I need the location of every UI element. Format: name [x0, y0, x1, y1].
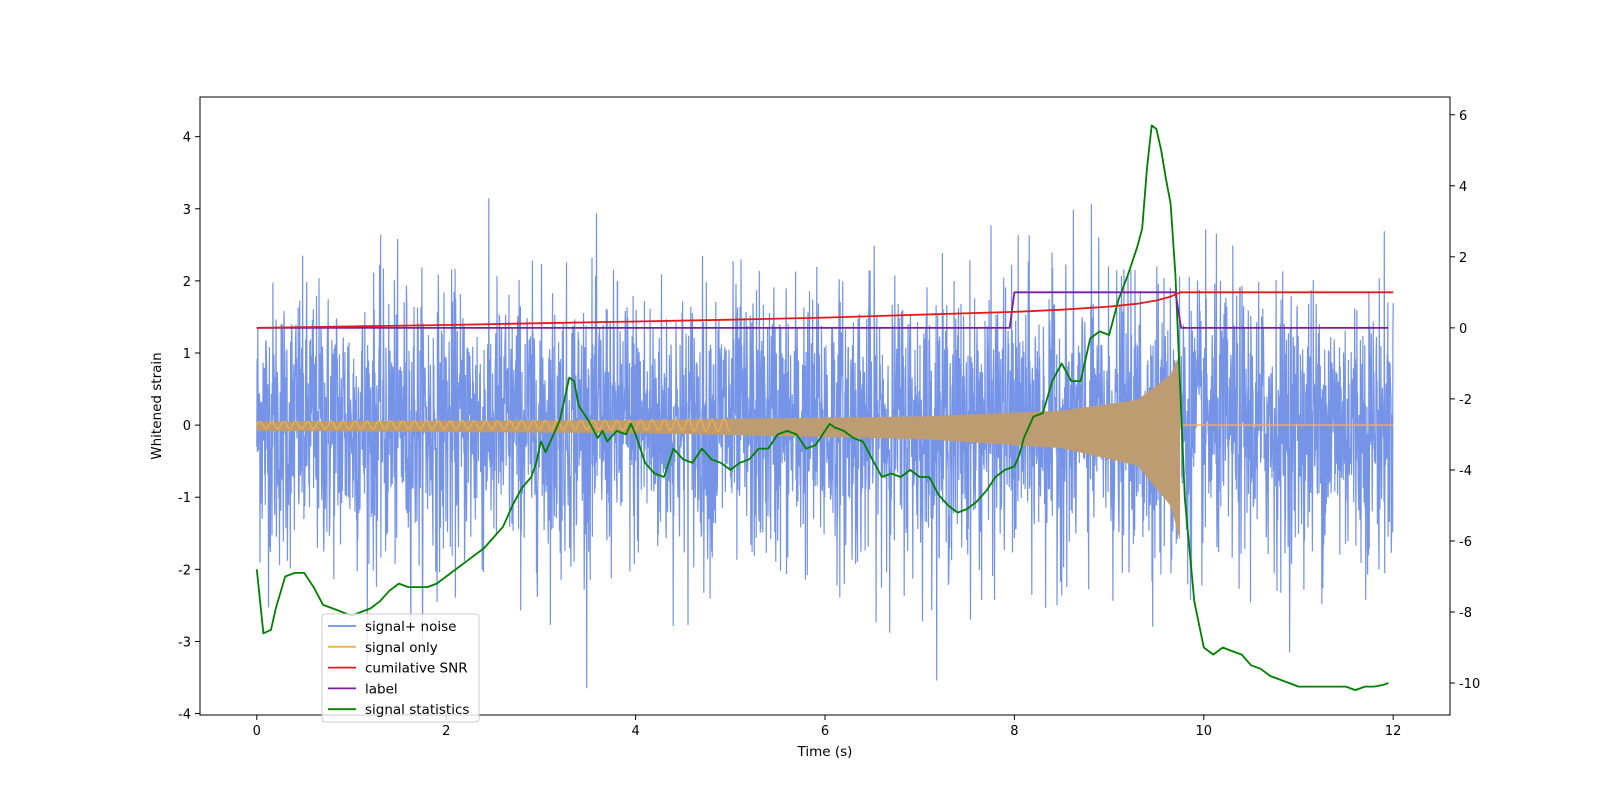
- y-tick-label: -3: [178, 635, 191, 650]
- y-tick-label: 4: [183, 131, 191, 146]
- series-line-signal-statistics: [255, 124, 1389, 691]
- plot-area: [255, 124, 1394, 691]
- x-tick-label: 4: [631, 724, 639, 739]
- legend-label: signal only: [365, 640, 438, 656]
- series-line-cumilative-snr: [256, 291, 1394, 329]
- y-axis-label: Whitened strain: [149, 352, 165, 459]
- y2-tick-label: 0: [1459, 322, 1467, 337]
- x-tick-label: 0: [253, 724, 261, 739]
- y2-tick-label: -8: [1459, 606, 1472, 621]
- x-tick-label: 2: [442, 724, 450, 739]
- y2-tick-label: 2: [1459, 251, 1467, 266]
- y2-tick-label: 4: [1459, 180, 1467, 195]
- x-tick-label: 6: [821, 724, 829, 739]
- y-tick-label: 3: [183, 203, 191, 218]
- legend-label: cumilative SNR: [365, 661, 468, 677]
- y-tick-label: 2: [183, 275, 191, 290]
- y-tick-label: 1: [183, 347, 191, 362]
- signal-only-line: [256, 418, 731, 432]
- y-tick-label: -2: [178, 563, 191, 578]
- y-tick-label: -4: [178, 708, 191, 723]
- series-signal-only: [256, 353, 1394, 541]
- y2-tick-label: -6: [1459, 535, 1472, 550]
- legend-label: signal statistics: [365, 702, 469, 718]
- series-right-axis: [255, 124, 1394, 691]
- x-tick-label: 10: [1196, 724, 1213, 739]
- legend: signal+ noise signal only cumilative SNR la…: [321, 613, 480, 723]
- legend-box: [321, 613, 480, 723]
- x-tick-label: 8: [1010, 724, 1018, 739]
- y2-tick-label: -2: [1459, 393, 1472, 408]
- y-axis-left: -4 -3 -2 -1 0 1 2 3 4: [178, 131, 200, 723]
- y-tick-label: 0: [183, 419, 191, 434]
- legend-label: signal+ noise: [365, 619, 456, 635]
- y-axis-right: -10 -8 -6 -4 -2 0 2 4 6: [1450, 109, 1480, 692]
- legend-label: label: [365, 681, 398, 697]
- x-axis-label: Time (s): [797, 744, 853, 760]
- series-line-label: [256, 291, 1389, 329]
- y2-tick-label: 6: [1459, 109, 1467, 124]
- y-tick-label: -1: [178, 491, 191, 506]
- y2-tick-label: -4: [1459, 464, 1472, 479]
- x-tick-label: 12: [1385, 724, 1402, 739]
- y2-tick-label: -10: [1459, 677, 1480, 692]
